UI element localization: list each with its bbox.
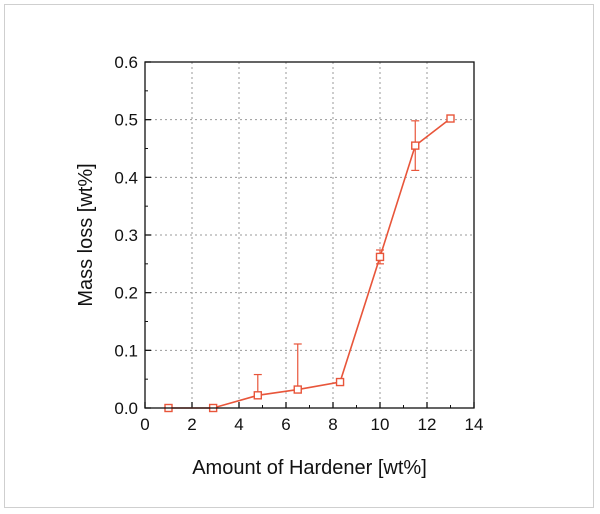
figure-frame — [4, 4, 594, 508]
y-tick-label-6: 0.6 — [114, 53, 138, 72]
plot-area-border — [144, 61, 475, 409]
y-axis-ticks: 0.0 0.1 0.2 0.3 0.4 0.5 0.6 — [114, 53, 151, 418]
x-tick-label-4: 8 — [328, 415, 337, 434]
x-tick-label-6: 12 — [418, 415, 437, 434]
data-point-7 — [446, 114, 455, 123]
data-point-4 — [335, 377, 345, 387]
x-tick-label-5: 10 — [371, 415, 390, 434]
x-tick-label-1: 2 — [187, 415, 196, 434]
x-tick-label-2: 4 — [234, 415, 243, 434]
y-tick-label-3: 0.3 — [114, 226, 138, 245]
x-tick-label-0: 0 — [140, 415, 149, 434]
series-group — [164, 114, 455, 413]
y-axis-title: Mass loss [wt%] — [75, 163, 97, 306]
y-tick-label-0: 0.0 — [114, 399, 138, 418]
series-line-0 — [168, 117, 451, 409]
data-point-5 — [375, 252, 385, 262]
data-point-2 — [253, 391, 263, 400]
x-axis-title: Amount of Hardener [wt%] — [192, 457, 427, 479]
x-axis-ticks: 0 2 4 6 8 10 12 14 — [140, 402, 483, 434]
data-point-6 — [411, 141, 420, 150]
x-tick-label-7: 14 — [465, 415, 484, 434]
data-point-3 — [293, 385, 302, 394]
x-tick-label-3: 6 — [281, 415, 290, 434]
y-tick-label-2: 0.2 — [114, 284, 138, 303]
y-tick-label-1: 0.1 — [114, 341, 138, 360]
y-tick-label-5: 0.5 — [114, 111, 138, 130]
y-tick-label-4: 0.4 — [114, 168, 138, 187]
grid-lines — [145, 62, 474, 408]
